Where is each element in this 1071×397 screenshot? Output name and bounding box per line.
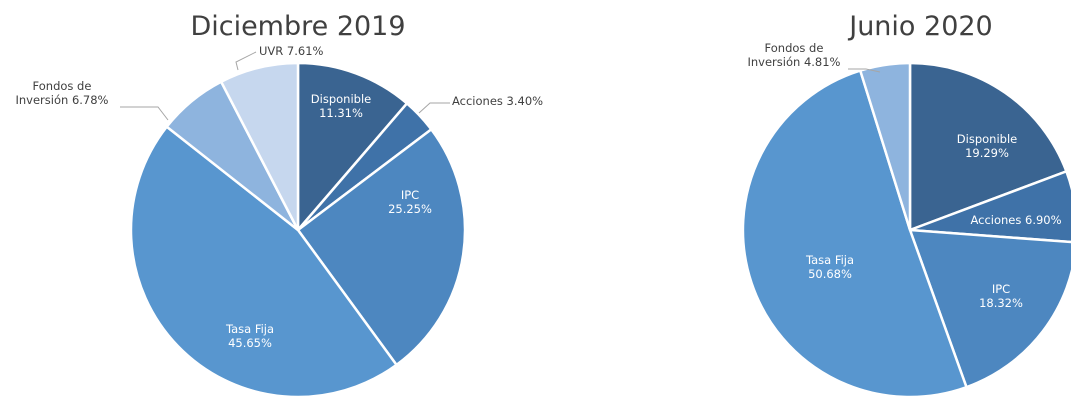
pie-slice-tasa-fija <box>129 124 399 397</box>
pie-slice-tasa-fija <box>741 69 969 397</box>
pie-slice-ipc <box>296 127 467 367</box>
leader-line <box>848 68 881 73</box>
data-label: Fondos de Inversión 4.81% <box>748 41 841 69</box>
data-label-line: Fondos de <box>765 41 824 55</box>
data-label-line: 25.25% <box>388 202 432 216</box>
pie-slices <box>129 61 467 397</box>
pie-chart-junio-2020: Junio 2020 Disponible 19.29% Acciones 6.90… <box>741 11 1071 397</box>
data-label-line: 18.32% <box>979 296 1023 310</box>
data-label: Fondos de Inversión 6.78% <box>16 79 109 107</box>
data-label-line: 45.65% <box>228 336 272 350</box>
leader-line <box>235 51 257 71</box>
data-label: Tasa Fija 45.65% <box>225 322 274 350</box>
leader-line <box>418 102 450 114</box>
data-label: Acciones 6.90% <box>970 213 1061 227</box>
chart-title: Junio 2020 <box>847 11 993 42</box>
data-label: Disponible 11.31% <box>311 92 371 120</box>
pie-slice-uvr <box>219 61 300 231</box>
pie-slice-disponible <box>908 61 1068 232</box>
data-label-line: 11.31% <box>319 106 363 120</box>
pie-slice-acciones <box>909 169 1071 244</box>
data-label-line: 50.68% <box>808 267 852 281</box>
data-label: Acciones 3.40% <box>452 94 543 108</box>
data-label-line: Acciones 3.40% <box>452 94 543 108</box>
data-label-line: Tasa Fija <box>805 253 854 267</box>
data-label-line: Fondos de <box>33 79 92 93</box>
data-label-line: IPC <box>401 188 419 202</box>
data-label-line: UVR 7.61% <box>259 44 324 58</box>
data-label-line: Disponible <box>311 92 371 106</box>
data-label-line: Inversión 6.78% <box>16 93 109 107</box>
leader-line <box>120 106 169 121</box>
pie-slice-ipc <box>908 228 1071 389</box>
data-label-line: Inversión 4.81% <box>748 55 841 69</box>
pie-slices <box>741 61 1071 397</box>
data-label-line: Tasa Fija <box>225 322 274 336</box>
data-label-line: 19.29% <box>965 146 1009 160</box>
data-label-line: Acciones 6.90% <box>970 213 1061 227</box>
data-label: IPC 25.25% <box>388 188 432 216</box>
data-label: Tasa Fija 50.68% <box>805 253 854 281</box>
pie-slice-fondos-de-inversion <box>858 61 912 231</box>
data-label-line: IPC <box>992 282 1010 296</box>
data-label-line: Disponible <box>957 132 1017 146</box>
pie-slice-disponible <box>296 61 409 234</box>
pie-chart-diciembre-2019: Diciembre 2019 Disponible 11.31% Acciones … <box>16 11 543 397</box>
data-label: IPC 18.32% <box>979 282 1023 310</box>
data-label: UVR 7.61% <box>259 44 324 58</box>
data-label: Disponible 19.29% <box>957 132 1017 160</box>
chart-title: Diciembre 2019 <box>190 11 405 42</box>
